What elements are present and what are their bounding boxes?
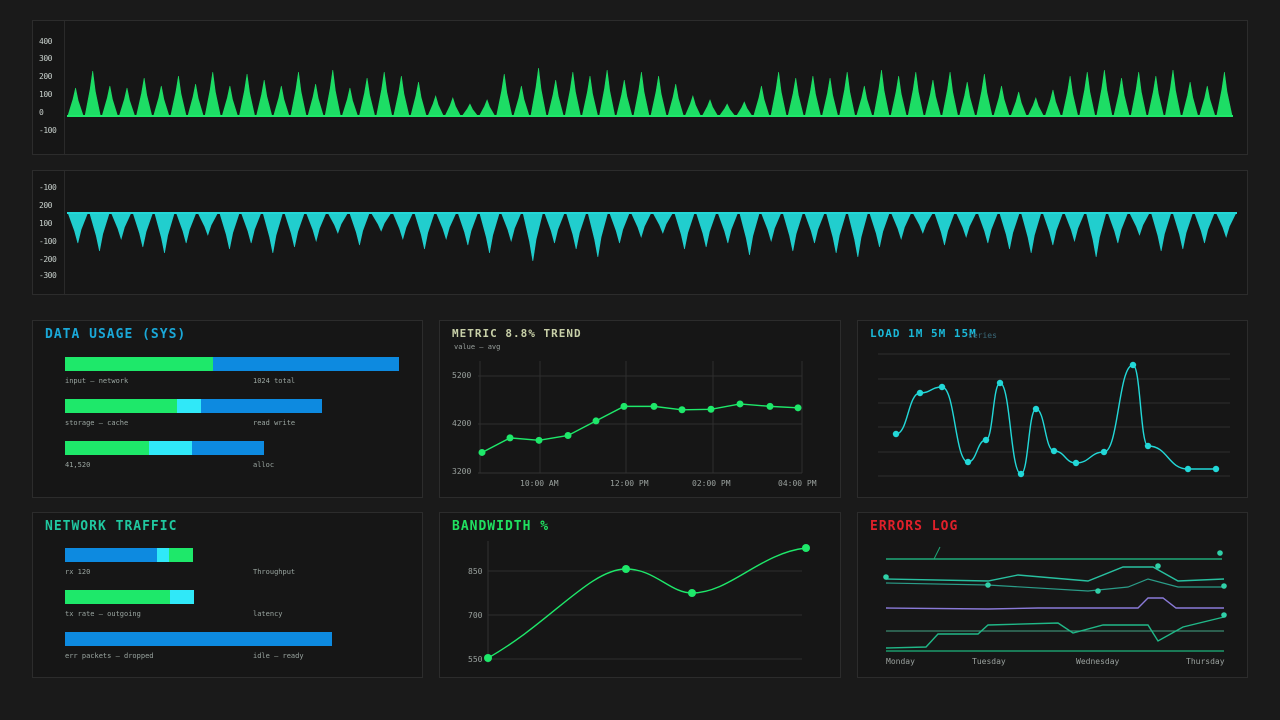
y-tick: -300 — [39, 271, 57, 280]
panel-title: BANDWIDTH % — [452, 519, 550, 534]
x-tick: Thursday — [1186, 657, 1225, 666]
bar-segment — [65, 590, 170, 604]
bar-value: Throughput — [253, 568, 296, 576]
panel-title: DATA USAGE (SYS) — [45, 327, 187, 342]
y-tick: 200 — [39, 72, 52, 81]
load-line-chart — [878, 353, 1230, 478]
stacked-bar — [65, 441, 264, 455]
bar-label: 41,520 — [65, 461, 91, 469]
x-tick: Wednesday — [1076, 657, 1120, 666]
waveform-panel-top: 400 300 200 100 0 -100 — [32, 20, 1248, 155]
bar-segment — [65, 399, 177, 413]
network-bars-panel: NETWORK TRAFFIC rx 120 Throughput tx rate … — [32, 512, 423, 678]
panel-subtitle: value — avg — [454, 343, 501, 351]
y-tick: 100 — [39, 90, 52, 99]
bar-segment — [65, 632, 332, 646]
bandwidth-line-panel: BANDWIDTH % 850 700 550 — [439, 512, 841, 678]
x-tick: Monday — [886, 657, 915, 666]
legend: series — [968, 331, 997, 340]
y-tick: 550 — [468, 655, 483, 664]
stacked-bar — [65, 357, 399, 371]
x-tick: Tuesday — [972, 657, 1006, 666]
trend-line-panel: METRIC 8.8% TREND value — avg 5200 4200 … — [439, 320, 841, 498]
bar-segment — [149, 441, 192, 455]
y-tick: 0 — [39, 108, 44, 117]
panel-title: ERRORS LOG — [870, 519, 959, 534]
y-tick: -100 — [39, 126, 57, 135]
x-tick: 12:00 PM — [610, 479, 649, 488]
bar-segment — [170, 590, 194, 604]
stacked-bar — [65, 590, 194, 604]
bar-value: read write — [253, 419, 296, 427]
x-tick: 04:00 PM — [778, 479, 817, 488]
bar-segment — [65, 548, 157, 562]
waveform-panel-bottom: -100 200 100 -100 -200 -300 — [32, 170, 1248, 295]
bar-label: rx 120 — [65, 568, 91, 576]
y-tick: -200 — [39, 255, 57, 264]
bar-label: err packets — dropped — [65, 652, 154, 660]
y-tick: 850 — [468, 567, 483, 576]
panel-title: LOAD 1M 5M 15M — [870, 327, 977, 340]
errors-multiline-chart — [883, 546, 1227, 652]
y-tick: 3200 — [452, 467, 472, 476]
panel-title: NETWORK TRAFFIC — [45, 519, 178, 534]
bar-segment — [192, 441, 264, 455]
stacked-bar — [65, 399, 322, 413]
y-tick: -100 — [39, 183, 57, 192]
bar-label: storage — cache — [65, 419, 129, 427]
bar-value: idle — ready — [253, 652, 304, 660]
y-tick: 100 — [39, 219, 52, 228]
y-tick: 5200 — [452, 371, 472, 380]
y-tick: 200 — [39, 201, 52, 210]
errors-multiline-panel: ERRORS LOG Monday Tuesday Wednesday Thur… — [857, 512, 1248, 678]
bar-segment — [65, 441, 149, 455]
waveform-bottom-chart — [67, 212, 1237, 262]
x-tick: 10:00 AM — [520, 479, 559, 488]
load-wave-panel: LOAD 1M 5M 15M series — [857, 320, 1248, 498]
stacked-bar — [65, 632, 332, 646]
usage-bars-panel: DATA USAGE (SYS) input — network 1024 tot… — [32, 320, 423, 498]
bar-segment — [213, 357, 399, 371]
bar-segment — [157, 548, 169, 562]
waveform-top-chart — [67, 67, 1233, 117]
y-tick: 300 — [39, 54, 52, 63]
y-axis: -100 200 100 -100 -200 -300 — [33, 171, 65, 294]
bandwidth-line-chart — [484, 541, 810, 663]
bar-value: 1024 total — [253, 377, 296, 385]
bar-label: input — network — [65, 377, 129, 385]
y-tick: 400 — [39, 37, 52, 46]
panel-title: METRIC 8.8% TREND — [452, 327, 582, 340]
bar-segment — [201, 399, 322, 413]
bar-value: latency — [253, 610, 283, 618]
y-tick: -100 — [39, 237, 57, 246]
bar-segment — [169, 548, 193, 562]
bar-value: alloc — [253, 461, 275, 469]
x-tick: 02:00 PM — [692, 479, 731, 488]
stacked-bar — [65, 548, 193, 562]
trend-line-chart — [478, 361, 803, 474]
y-tick: 4200 — [452, 419, 472, 428]
y-axis: 400 300 200 100 0 -100 — [33, 21, 65, 154]
y-tick: 700 — [468, 611, 483, 620]
bar-segment — [177, 399, 201, 413]
bar-segment — [65, 357, 213, 371]
bar-label: tx rate — outgoing — [65, 610, 141, 618]
